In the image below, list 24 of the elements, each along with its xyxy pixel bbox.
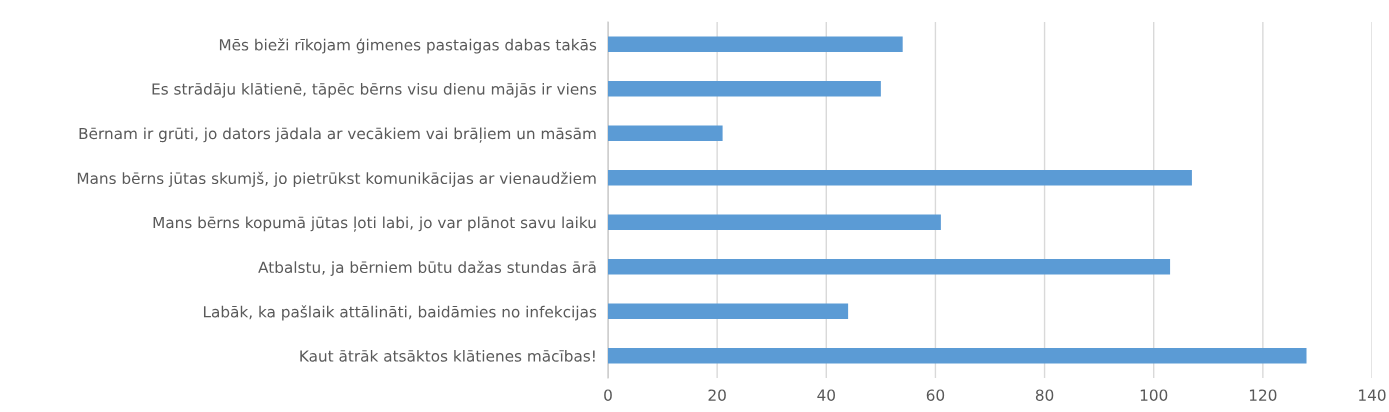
x-tick-label: 80 (1035, 389, 1054, 401)
x-tick-label: 60 (926, 389, 945, 401)
y-tick-label: Es strādāju klātienē, tāpēc bērns visu dienu mājās ir viens (152, 82, 597, 98)
x-tick-label: 140 (1359, 389, 1386, 401)
y-tick-label: Bērnam ir grūti, jo dators jādala ar vecākiem vai brāļiem un māsām (79, 127, 596, 143)
x-tick-label: 100 (1140, 389, 1168, 401)
bar (608, 125, 723, 142)
bar (608, 80, 881, 97)
x-tick-label: 120 (1249, 389, 1277, 401)
bar (608, 258, 1171, 275)
x-tick-label: 0 (604, 389, 612, 401)
y-tick-label: Mēs bieži rīkojam ģimenes pastaigas dabas takās (219, 38, 597, 54)
bar (608, 169, 1192, 186)
y-tick-label: Kaut ātrāk atsāktos klātienes mācības! (300, 349, 595, 362)
bar (608, 303, 849, 320)
bar (608, 214, 941, 231)
x-tick-label: 40 (817, 389, 835, 401)
bar (608, 347, 1307, 364)
x-tick-label: 20 (708, 389, 726, 401)
y-tick-label: Atbalstu, ja bērniem būtu dažas stundas ārā (258, 260, 596, 277)
bar (608, 36, 903, 53)
y-tick-label: Mans bērns jūtas skumjš, jo pietrūkst komunikācijas ar vienaudžiem (77, 171, 596, 188)
y-tick-label: Labāk, ka pašlaik attālināti, baidāmies no infekcijas (203, 305, 597, 321)
y-tick-label: Mans bērns kopumā jūtas ļoti labi, jo var plānot savu laiku (153, 216, 596, 232)
